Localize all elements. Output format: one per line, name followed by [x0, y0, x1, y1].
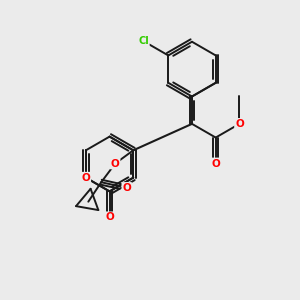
- Text: O: O: [235, 119, 244, 129]
- Text: Cl: Cl: [138, 36, 149, 46]
- Text: O: O: [111, 159, 120, 169]
- Text: O: O: [82, 173, 90, 183]
- Text: O: O: [105, 212, 114, 223]
- Text: O: O: [122, 183, 131, 193]
- Text: O: O: [211, 159, 220, 169]
